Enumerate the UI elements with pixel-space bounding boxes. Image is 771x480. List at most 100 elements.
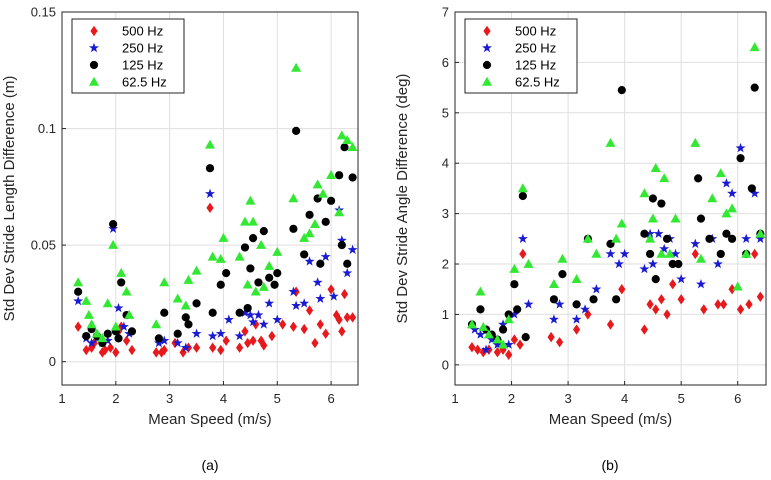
data-point [173,329,182,338]
data-point [192,299,201,308]
data-point [498,325,508,334]
axes-frame [454,11,767,386]
data-point [605,248,616,259]
data-point [505,349,513,360]
data-point [647,213,658,223]
data-point [73,277,84,287]
data-point [475,286,486,296]
data-point [172,293,183,303]
data-point [273,269,282,278]
data-point [548,278,559,288]
data-point [258,319,269,329]
data-point [498,319,509,329]
data-point [205,139,215,149]
data-point [318,188,329,198]
data-point [343,259,352,268]
data-point [300,250,309,259]
series-250-hzhz [469,142,766,354]
data-point [342,267,353,278]
data-point [102,298,113,308]
data-point [320,251,331,261]
data-point [727,188,738,198]
data-point [114,334,123,343]
data-point [521,333,530,342]
data-point [326,196,336,205]
y-tick-label: 5 [442,105,449,120]
data-point [513,305,522,314]
data-point [272,314,283,324]
data-point [509,263,520,273]
data-point [108,223,119,234]
data-point [316,319,324,330]
data-point [335,314,343,325]
data-point [510,280,519,289]
data-point [517,233,528,244]
data-point [619,248,630,259]
data-point [736,304,745,315]
data-point [180,300,191,310]
x-tick-label: 3 [564,391,571,406]
data-point [260,340,268,351]
data-point [640,229,649,238]
data-point [347,142,358,152]
data-point [584,309,592,320]
data-point [253,309,264,320]
data-point [336,235,347,245]
data-point [747,184,756,193]
data-point [299,298,310,308]
y-tick-label: 0 [49,354,56,369]
data-point [116,267,127,277]
data-point [240,307,250,317]
data-point [82,344,90,356]
data-point [653,228,664,238]
y-axis-label: Std Dev Stride Angle Difference (deg) [394,74,411,324]
legend-marker [482,60,492,70]
data-point [549,314,559,324]
data-point [348,173,357,182]
data-point [741,248,752,258]
data-point [670,248,681,259]
data-point [659,243,670,254]
data-point [516,339,524,350]
chart-panel-b: 1 2 3 4 5 6 0 1 2 3 4 5 6 7 Mean Speed (m/s) Std Dev St… [394,5,767,473]
data-point [612,295,621,304]
data-point [523,299,534,309]
data-point [334,207,345,217]
y-tick-label: 6 [442,55,449,70]
data-point [246,264,255,273]
legend-label: 125 Hz [515,58,556,73]
x-tick-label: 5 [678,391,685,406]
data-point [327,284,335,295]
legend-label: 125 Hz [122,58,163,73]
y-tick-label: 7 [442,5,449,20]
data-point [468,341,476,353]
data-point [722,229,731,238]
data-point [338,326,346,337]
data-point [309,218,320,228]
data-point [249,335,257,346]
x-axis-label: Mean Speed (m/s) [148,411,271,428]
data-point [264,260,275,270]
data-point [735,142,746,153]
data-point [715,168,726,178]
legend: 500 Hz 250 Hz 125 Hz 62.5 Hz [464,18,578,94]
data-point [103,329,112,338]
data-point [755,228,766,238]
data-point [265,273,274,282]
data-point [153,337,164,348]
data-point [721,178,732,188]
data-point [304,256,315,266]
data-point [172,337,183,348]
data-point [217,344,225,356]
legend-marker [482,76,492,86]
data-point [109,220,118,229]
data-point [645,228,656,238]
data-point [751,248,759,260]
data-point [154,334,163,343]
legend-marker [89,60,99,70]
data-point [648,194,658,203]
data-point [582,233,593,243]
data-point [305,305,314,316]
data-point [572,300,581,309]
x-tick-label: 4 [220,391,227,406]
